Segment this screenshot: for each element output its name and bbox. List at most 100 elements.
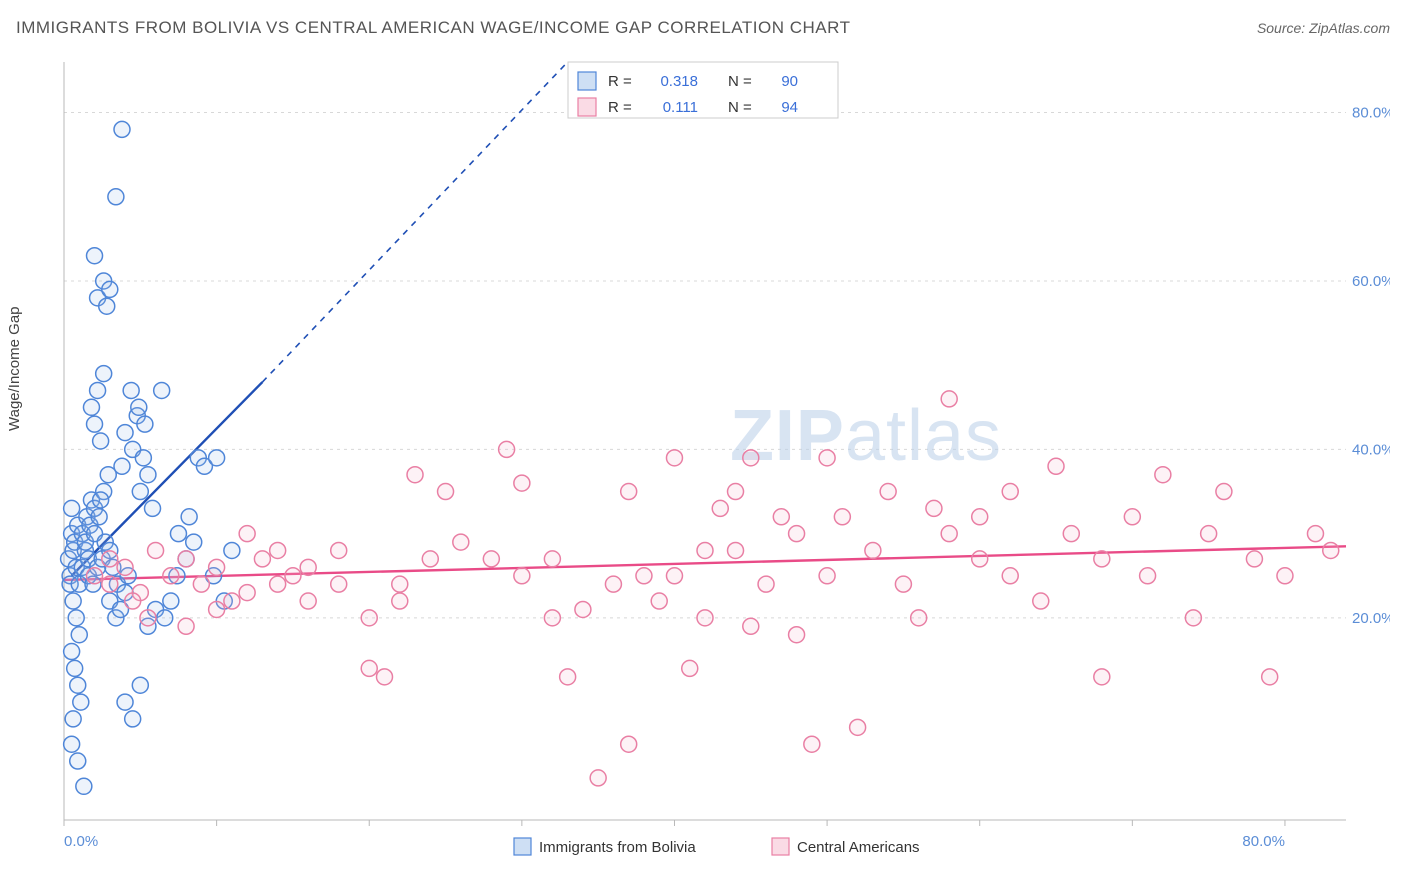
data-point bbox=[65, 711, 81, 727]
data-point bbox=[87, 568, 103, 584]
data-point bbox=[90, 382, 106, 398]
svg-text:N =: N = bbox=[728, 99, 752, 116]
data-point bbox=[117, 425, 133, 441]
data-point bbox=[697, 542, 713, 558]
svg-text:0.318: 0.318 bbox=[660, 73, 698, 90]
data-point bbox=[132, 677, 148, 693]
data-point bbox=[181, 509, 197, 525]
data-point bbox=[666, 568, 682, 584]
data-point bbox=[70, 677, 86, 693]
data-point bbox=[93, 433, 109, 449]
svg-text:90: 90 bbox=[781, 73, 798, 90]
svg-text:N =: N = bbox=[728, 73, 752, 90]
data-point bbox=[1124, 509, 1140, 525]
data-point bbox=[87, 416, 103, 432]
data-point bbox=[422, 551, 438, 567]
data-point bbox=[1307, 526, 1323, 542]
data-point bbox=[789, 627, 805, 643]
data-point bbox=[1063, 526, 1079, 542]
data-point bbox=[1246, 551, 1262, 567]
data-point bbox=[71, 627, 87, 643]
data-point bbox=[1262, 669, 1278, 685]
data-point bbox=[114, 121, 130, 137]
data-point bbox=[117, 559, 133, 575]
data-point bbox=[728, 542, 744, 558]
data-point bbox=[666, 450, 682, 466]
data-point bbox=[377, 669, 393, 685]
data-point bbox=[239, 526, 255, 542]
data-point bbox=[154, 382, 170, 398]
data-point bbox=[1155, 467, 1171, 483]
data-point bbox=[773, 509, 789, 525]
source-label: Source: ZipAtlas.com bbox=[1257, 20, 1390, 36]
data-point bbox=[1094, 551, 1110, 567]
data-point bbox=[834, 509, 850, 525]
svg-text:60.0%: 60.0% bbox=[1352, 273, 1390, 290]
data-point bbox=[209, 601, 225, 617]
data-point bbox=[926, 500, 942, 516]
scatter-chart: ZIPatlas20.0%40.0%60.0%80.0%0.0%80.0%R =… bbox=[16, 50, 1390, 880]
data-point bbox=[941, 526, 957, 542]
data-point bbox=[131, 399, 147, 415]
data-point bbox=[1277, 568, 1293, 584]
data-point bbox=[157, 610, 173, 626]
data-point bbox=[621, 736, 637, 752]
data-point bbox=[590, 770, 606, 786]
data-point bbox=[193, 576, 209, 592]
data-point bbox=[895, 576, 911, 592]
data-point bbox=[438, 484, 454, 500]
data-point bbox=[87, 248, 103, 264]
data-point bbox=[819, 450, 835, 466]
data-point bbox=[972, 551, 988, 567]
data-point bbox=[163, 593, 179, 609]
data-point bbox=[254, 551, 270, 567]
data-point bbox=[361, 610, 377, 626]
data-point bbox=[1185, 610, 1201, 626]
data-point bbox=[544, 551, 560, 567]
data-point bbox=[108, 189, 124, 205]
data-point bbox=[140, 467, 156, 483]
data-point bbox=[804, 736, 820, 752]
chart-header: IMMIGRANTS FROM BOLIVIA VS CENTRAL AMERI… bbox=[16, 18, 1390, 38]
data-point bbox=[83, 399, 99, 415]
chart-title: IMMIGRANTS FROM BOLIVIA VS CENTRAL AMERI… bbox=[16, 18, 850, 38]
data-point bbox=[209, 559, 225, 575]
svg-text:94: 94 bbox=[781, 99, 798, 116]
data-point bbox=[102, 551, 118, 567]
data-point bbox=[483, 551, 499, 567]
data-point bbox=[1323, 542, 1339, 558]
svg-text:80.0%: 80.0% bbox=[1352, 105, 1390, 122]
chart-area: Wage/Income Gap ZIPatlas20.0%40.0%60.0%8… bbox=[16, 50, 1390, 892]
data-point bbox=[850, 719, 866, 735]
legend-label: Immigrants from Bolivia bbox=[539, 839, 696, 856]
data-point bbox=[1048, 458, 1064, 474]
svg-text:0.111: 0.111 bbox=[663, 99, 698, 116]
data-point bbox=[170, 526, 186, 542]
data-point bbox=[1201, 526, 1217, 542]
data-point bbox=[96, 366, 112, 382]
data-point bbox=[651, 593, 667, 609]
data-point bbox=[682, 660, 698, 676]
data-point bbox=[392, 593, 408, 609]
data-point bbox=[117, 694, 133, 710]
data-point bbox=[99, 298, 115, 314]
legend-swatch bbox=[514, 838, 531, 855]
data-point bbox=[361, 660, 377, 676]
data-point bbox=[145, 500, 161, 516]
data-point bbox=[560, 669, 576, 685]
data-point bbox=[65, 593, 81, 609]
data-point bbox=[239, 585, 255, 601]
data-point bbox=[91, 509, 107, 525]
data-point bbox=[1002, 568, 1018, 584]
data-point bbox=[605, 576, 621, 592]
data-point bbox=[224, 542, 240, 558]
data-point bbox=[880, 484, 896, 500]
legend-swatch bbox=[772, 838, 789, 855]
data-point bbox=[64, 500, 80, 516]
data-point bbox=[148, 542, 164, 558]
data-point bbox=[135, 450, 151, 466]
data-point bbox=[70, 753, 86, 769]
data-point bbox=[125, 593, 141, 609]
data-point bbox=[789, 526, 805, 542]
data-point bbox=[392, 576, 408, 592]
